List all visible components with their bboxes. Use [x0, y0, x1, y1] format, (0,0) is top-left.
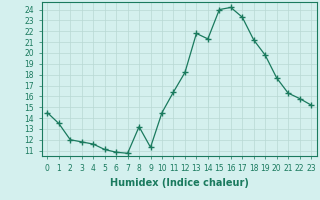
- X-axis label: Humidex (Indice chaleur): Humidex (Indice chaleur): [110, 178, 249, 188]
